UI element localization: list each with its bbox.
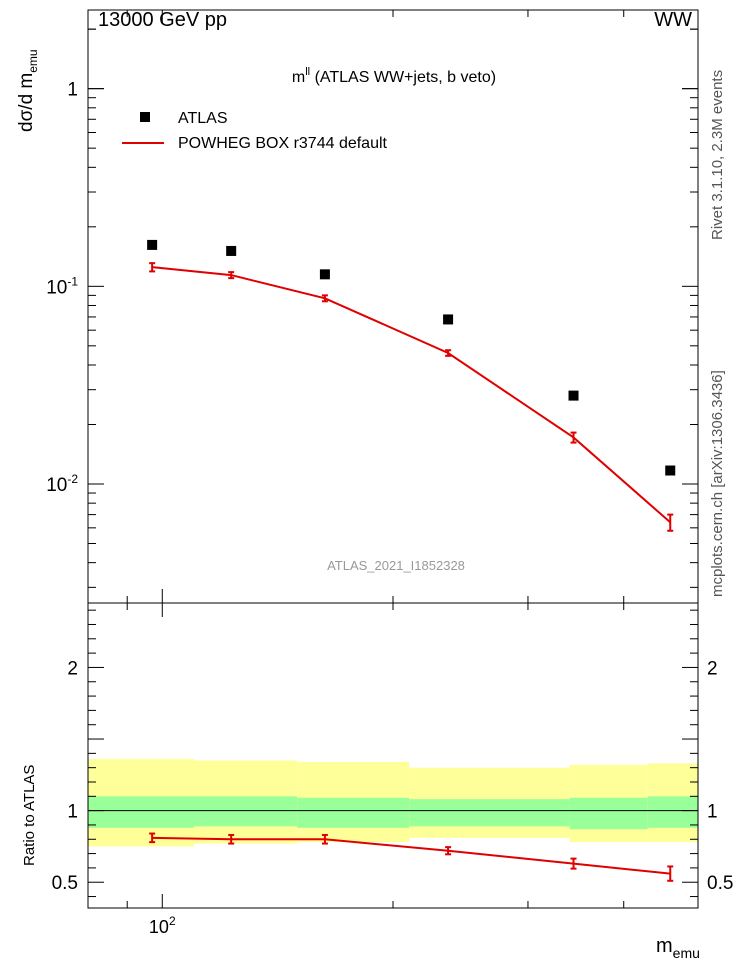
ratio-band-inner [409, 799, 570, 827]
x-axis-label: memu [656, 935, 700, 961]
y-axis-label-main: dσ/d memu [16, 49, 40, 132]
x-tick-label: 102 [149, 914, 176, 937]
analysis-id-label: ATLAS_2021_I1852328 [327, 558, 465, 573]
ratio-band-inner [647, 796, 698, 828]
ratio-band-inner [194, 796, 298, 827]
ratio-band-inner [297, 797, 410, 828]
ratio-band-inner [88, 796, 195, 828]
y-tick-label-main: 1 [67, 80, 78, 101]
ratio-line [152, 836, 671, 875]
process-label: WW [654, 9, 692, 31]
atlas-data-point [226, 245, 237, 256]
ratio-y-tick-label-right: 0.5 [707, 873, 733, 894]
ratio-y-tick-label-left: 1 [67, 802, 78, 823]
mcplots-label: mcplots.cern.ch [arXiv:1306.3436] [709, 370, 726, 597]
atlas-data-point [147, 239, 158, 250]
atlas-data-point [443, 314, 454, 325]
powheg-line [152, 266, 671, 524]
y-tick-label-main: 10-2 [46, 472, 78, 496]
ratio-y-tick-label-left: 0.5 [52, 873, 78, 894]
legend-data-marker [140, 112, 150, 122]
ratio-y-tick-label-left: 2 [67, 658, 78, 679]
ratio-y-tick-label-right: 2 [707, 658, 718, 679]
atlas-data-point [568, 390, 579, 401]
main-panel: 1 10-1 10-2 [46, 9, 699, 908]
legend-mc-label: POWHEG BOX r3744 default [178, 135, 388, 152]
ratio-y-tick-label-right: 1 [707, 802, 718, 823]
atlas-data-point [319, 269, 330, 280]
legend-data-label: ATLAS [178, 110, 228, 127]
y-tick-label-main: 10-1 [46, 274, 78, 298]
ratio-band-inner [569, 797, 648, 830]
ratio-frame [87, 602, 699, 909]
ratio-panel: 102 0.5 0.5 1 1 2 2 [52, 10, 733, 937]
atlas-data-point [665, 465, 676, 476]
y-axis-label-ratio: Ratio to ATLAS [21, 765, 38, 866]
main-frame [87, 9, 699, 604]
rivet-version-label: Rivet 3.1.10, 2.3M events [709, 70, 726, 240]
plot-title: mll (ATLAS WW+jets, b veto) [292, 66, 496, 86]
